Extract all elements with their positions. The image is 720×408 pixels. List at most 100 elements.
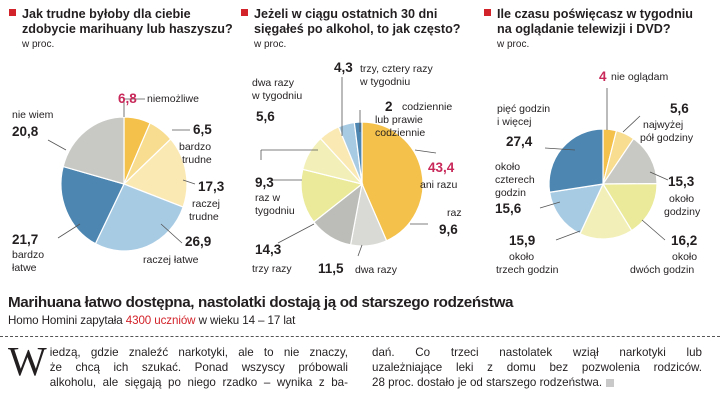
slice-value-once: 9,6 [439,222,458,237]
slice-label-dont-know: nie wiem [12,109,54,121]
slice-label-three-hours-1: około [509,251,534,263]
slice-value-3-4-a-week: 4,3 [334,60,353,75]
pie-slice-very-easy [60,165,125,245]
article-line: alkoholu, ale sięgają po niego rzadko – … [49,376,348,390]
slice-value-one-hour: 15,3 [668,174,695,189]
subheadline-end: w wieku 14 – 17 lat [195,314,296,327]
section-divider [0,336,720,337]
slice-label-very-hard-2: trudne [182,154,212,166]
slice-value-very-easy: 21,7 [12,232,38,247]
slice-label-two-hours-1: około [672,251,697,263]
slice-value-two-hours: 16,2 [671,233,697,248]
slice-value-five-hours: 27,4 [506,134,533,149]
article-line: iedzą, gdzie znaleźć narkotyki, ale to n… [49,346,348,359]
slice-label-3-4-a-week-2: w tygodniu [359,76,410,88]
pie-slice-never [361,121,424,242]
leader-line [160,223,183,244]
chart-unit: w proc. [253,39,286,50]
chart-unit: w proc. [21,39,54,50]
slice-label-half-hour-2: pół godziny [640,132,694,144]
question-marker [484,9,491,16]
article-line-last: 28 proc. dostało je od starszego rodzeńs… [372,375,702,390]
chart-title-line1: Jeżeli w ciągu ostatnich 30 dni [254,7,437,21]
slice-label-daily-1: codziennie [402,101,452,113]
slice-label-once-a-week-2: tygodniu [255,205,295,217]
pie-slice-one-hour [601,137,658,185]
slice-value-four-hours: 15,6 [495,201,522,216]
slice-value-once-a-week: 9,3 [255,175,274,190]
slice-label-very-easy-1: bardzo [12,249,44,261]
pie-slice-two-hours [601,183,658,232]
slice-label-one-hour-2: godziny [664,206,701,218]
slice-label-very-easy-2: łatwe [12,262,37,274]
pie-0 [60,116,188,252]
leader-line [622,115,641,133]
slice-label-daily-2: lub prawie [375,114,423,126]
slice-label-twice-a-week-1: dwa razy [252,77,295,89]
pie-slice-daily [353,121,363,185]
article-column-1: W iedzą, gdzie znaleźć narkotyki, ale to… [8,341,348,391]
pie-slice-three-hours [579,182,633,240]
pie-slice-dont-know [62,116,125,185]
slice-value-rather-hard: 17,3 [198,179,225,194]
slice-value-twice: 11,5 [318,261,344,276]
slice-label-four-hours-2: czterech [495,174,535,186]
slice-value-rather-easy: 26,9 [185,234,211,249]
slice-label-rather-hard-2: trudne [189,211,219,223]
pie-slice-five-hours [548,128,604,193]
charts-area: Jak trudne byłoby dla ciebie zdobycie ma… [9,7,701,276]
leader-line [555,230,581,241]
slice-label-rather-hard-1: raczej [192,198,220,210]
pie-slice-rather-easy [94,183,184,252]
slice-value-dont-know: 20,8 [12,124,39,139]
leader-line [539,201,561,209]
chart-tv-time: Ile czasu poświęcasz w tygodniu na ogląd… [484,7,701,276]
end-of-article-mark [606,379,615,388]
chart-title-line1: Ile czasu poświęcasz w tygodniu [497,7,693,21]
slice-label-one-hour-1: około [669,193,694,205]
slice-value-very-hard: 6,5 [193,122,212,137]
slice-value-three-times: 14,3 [255,242,282,257]
pie-slice-three-times [300,168,364,223]
pie-2 [548,128,658,240]
article-line-text: 28 proc. dostało je od starszego rodzeńs… [372,376,603,390]
chart-marijuana-access: Jak trudne byłoby dla ciebie zdobycie ma… [9,7,233,274]
article-line: że chcą ich szukać. Ponad wszyscy próbow… [49,361,348,375]
slice-label-four-hours-1: około [495,161,520,173]
question-marker [9,9,16,16]
slice-label-none: nie oglądam [611,71,668,83]
slice-value-daily: 2 [385,99,393,114]
slice-value-never: 43,4 [428,160,455,175]
pie-1 [300,121,424,247]
slice-value-none: 4 [599,69,607,84]
leader-line [641,219,666,241]
question-marker [241,9,248,16]
chart-title-line2: sięgałeś po alkohol, to jak często? [254,22,460,36]
slice-label-3-4-a-week-1: trzy, cztery razy [360,63,433,75]
slice-value-impossible: 6,8 [118,91,137,106]
slice-label-five-hours-2: i więcej [497,116,531,128]
article-line: dań. Co trzeci nastolatek wziął narkotyk… [372,346,702,359]
pie-slice-four-hours [548,183,605,235]
slice-label-rather-easy: raczej łatwe [143,254,199,266]
chart-unit: w proc. [496,39,529,50]
slice-label-five-hours-1: pięć godzin [497,103,550,115]
slice-label-never: ani razu [420,179,458,191]
slice-value-half-hour: 5,6 [670,101,689,116]
slice-label-once: raz [447,207,462,219]
slice-value-three-hours: 15,9 [509,233,535,248]
slice-label-three-hours-2: trzech godzin [496,264,559,276]
leader-line [277,223,315,244]
slice-label-once-a-week-1: raz w [255,192,281,204]
slice-value-twice-a-week: 5,6 [256,109,275,124]
slice-label-twice: dwa razy [355,264,398,276]
slice-label-impossible: niemożliwe [147,93,199,105]
leader-line [182,179,196,185]
slice-label-three-times: trzy razy [252,263,292,275]
chart-title-line1: Jak trudne byłoby dla ciebie [22,7,191,21]
headline: Marihuana łatwo dostępna, nastolatki dos… [8,294,514,311]
subheadline: Homo Homini zapytała 4300 uczniów w wiek… [8,314,295,327]
chart-alcohol-frequency: Jeżeli w ciągu ostatnich 30 dni sięgałeś… [241,7,462,276]
chart-title-line2: na oglądanie telewizji i DVD? [497,22,671,36]
leader-line [544,147,576,151]
